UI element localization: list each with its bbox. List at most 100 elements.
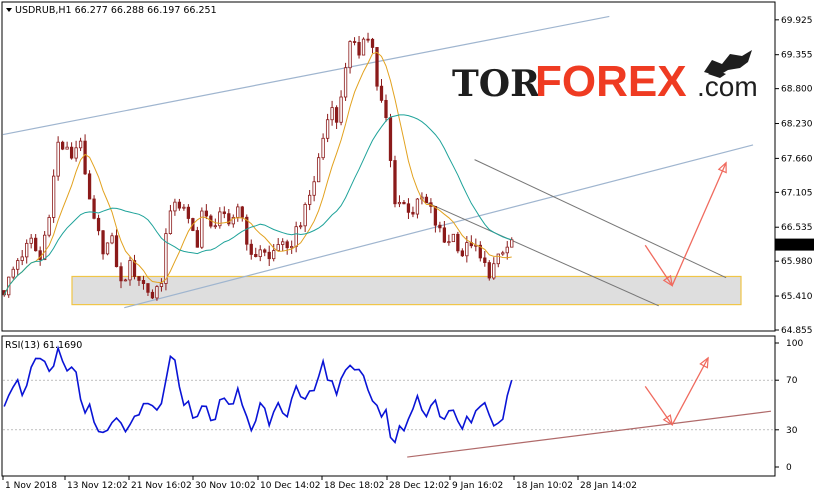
candle [227, 213, 231, 225]
candle [119, 266, 123, 282]
current-price-marker [775, 238, 814, 251]
candle [105, 242, 110, 255]
candle [74, 147, 78, 159]
candle [101, 230, 105, 255]
candle [501, 252, 505, 255]
time-tick-label: 21 Nov 16:02 [131, 481, 192, 491]
candle [451, 233, 455, 243]
arrow-head-icon [662, 274, 674, 287]
price-tick-label: 66.535 [781, 223, 813, 233]
candle [141, 280, 146, 284]
candle [393, 160, 397, 205]
moving-average-slow-line [3, 114, 512, 296]
candle [267, 251, 271, 260]
candle [460, 250, 464, 257]
candle [123, 279, 128, 282]
candle [339, 96, 343, 123]
candle [510, 239, 514, 248]
candle [348, 41, 352, 69]
rsi-line [3, 345, 513, 445]
candle [159, 283, 164, 287]
rsi-group [3, 345, 774, 458]
logo-text-accent: FOREX [535, 57, 687, 106]
support-zone-group [71, 275, 742, 306]
candle [505, 246, 509, 254]
candle [195, 230, 199, 248]
candle [249, 243, 253, 255]
candle [316, 157, 321, 183]
rsi-trend-line [407, 410, 772, 458]
candle [16, 260, 20, 270]
candle [308, 194, 312, 205]
time-tick-label: 28 Jan 14:02 [580, 481, 637, 491]
candle [60, 141, 65, 150]
candle [132, 260, 137, 277]
candle [325, 119, 330, 139]
candle [384, 99, 388, 119]
candle [290, 246, 294, 249]
candle [263, 249, 267, 253]
candle [478, 244, 482, 259]
candle [173, 201, 177, 212]
candle [424, 196, 429, 204]
candle [487, 262, 491, 279]
arrow-head-icon [717, 161, 727, 174]
candle [406, 203, 411, 213]
candle [47, 217, 51, 236]
candle [330, 107, 334, 121]
dropdown-triangle-icon [6, 8, 12, 12]
candle [343, 67, 348, 98]
candle [240, 206, 244, 218]
candle [447, 241, 451, 244]
candle [272, 250, 276, 260]
candle [334, 107, 339, 123]
time-tick-label: 18 Dec 18:02 [324, 481, 385, 491]
time-tick-label: 10 Dec 14:02 [260, 481, 321, 491]
candle [114, 235, 119, 268]
candle [361, 38, 366, 56]
rsi-panel [1, 335, 776, 477]
candle [213, 225, 217, 228]
candle [78, 140, 83, 149]
price-tick-label: 64.855 [781, 326, 813, 336]
candle [83, 140, 87, 175]
candle [465, 242, 469, 257]
torforex-logo: TOR FOREX .com [452, 50, 758, 106]
candle [110, 235, 114, 244]
channel-upper-line [2, 15, 610, 136]
candle [357, 42, 361, 56]
candle [168, 210, 173, 234]
rsi-tick-label: 70 [786, 376, 798, 386]
candle [375, 47, 379, 87]
candle [43, 234, 47, 261]
candle [415, 198, 420, 215]
rsi-tick-label: 30 [786, 426, 798, 436]
rsi-forecast-arrow-segment [644, 386, 673, 426]
time-tick-label: 30 Nov 10:02 [195, 481, 256, 491]
rsi-tick-label: 0 [786, 463, 792, 473]
candle [29, 237, 33, 244]
time-tick-label: 28 Dec 12:02 [389, 481, 450, 491]
candle [496, 253, 500, 265]
candle [128, 260, 132, 281]
candle [56, 141, 60, 177]
candle [52, 175, 56, 218]
candle [96, 217, 101, 232]
price-tick-label: 65.410 [781, 292, 813, 302]
candle [276, 244, 280, 251]
forecast-arrow-segment [671, 162, 727, 286]
candle [366, 38, 370, 41]
candle [218, 211, 222, 227]
candle [222, 211, 226, 215]
forecast-arrow-segment [644, 244, 673, 287]
candle [254, 254, 258, 258]
time-tick-label: 1 Nov 2018 [5, 481, 57, 491]
candle [164, 233, 168, 284]
candle [200, 210, 204, 248]
time-tick-label: 18 Jan 10:02 [516, 481, 573, 491]
rsi-forecast-arrow-segment [671, 357, 709, 426]
bull-bear-icon [704, 50, 752, 78]
rsi-header: RSI(13) 61.1690 [5, 340, 82, 351]
axes-group: 69.925 69.355 68.800 68.230 67.660 67.105 66.5… [2, 16, 814, 491]
candle [281, 241, 285, 245]
